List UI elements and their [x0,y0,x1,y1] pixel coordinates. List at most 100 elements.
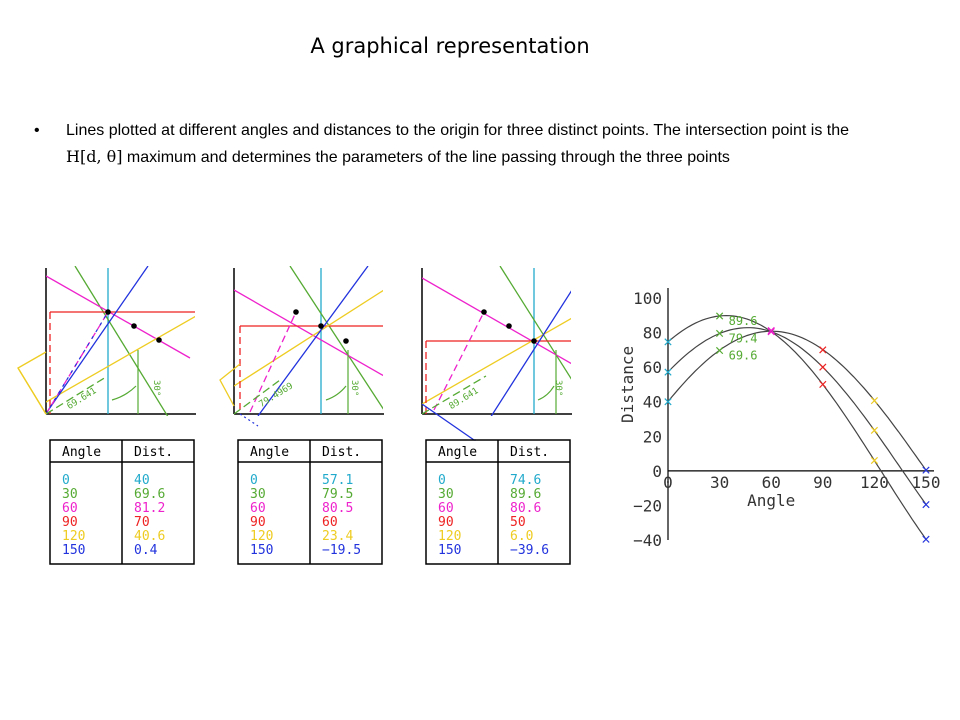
data-point-marker [819,346,827,354]
cell-dist: 80.5 [322,501,353,516]
sinusoid-curve [667,330,927,471]
y-tick-label: −20 [633,496,662,515]
line-angle-60 [422,277,571,365]
x-tick-label: 30 [710,473,729,492]
cell-dist: 40 [134,473,150,488]
line-angle-30 [74,266,169,416]
angle-distance-tables: Angle Dist. 0 40 30 69.6 60 81.2 90 70 120 40.6 150 0… [49,439,571,565]
cell-angle: 120 [438,529,461,544]
cell-angle: 60 [250,501,266,516]
cell-dist: 80.6 [510,501,541,516]
line-angle-30 [289,266,383,410]
cell-angle: 150 [62,543,85,558]
x-tick-label: 60 [762,473,781,492]
x-tick-label: 0 [663,473,673,492]
y-tick-label: 40 [643,393,662,412]
data-point-marker [715,329,724,338]
yellow-box [17,351,47,415]
bullet-item: • Lines plotted at different angles and … [34,118,914,171]
angle-lines [234,266,383,416]
line-angle-30 [499,266,571,380]
y-tick-label: −40 [633,531,662,550]
angle-arc [111,385,137,401]
distance-arrow [234,379,281,415]
hough-diagram-3: 89.641 30° [421,266,572,441]
header-dist: Dist. [510,445,549,460]
point [506,323,512,329]
dashed-magenta-guide [249,311,297,413]
cell-angle: 0 [250,473,258,488]
angle-dist-table: Angle Dist. 0 74.6 30 89.6 60 80.6 90 50 120 6.0 150… [425,439,571,565]
line-angle-150 [46,266,149,413]
cell-angle: 120 [250,529,273,544]
angle-arc [537,385,555,401]
cell-dist: 60 [322,515,338,530]
point [481,309,487,315]
cell-angle: 150 [438,543,461,558]
angle-lines [46,266,195,416]
cell-angle: 30 [438,487,454,502]
line-angle-120 [46,315,195,403]
line-angle-120 [234,289,383,387]
y-tick-label: 20 [643,427,662,446]
cell-dist: 89.6 [510,487,541,502]
cell-angle: 90 [62,515,78,530]
angle-label: 30° [553,380,563,396]
cell-dist: −39.6 [510,543,549,558]
data-point-marker [715,346,724,355]
cell-angle: 60 [62,501,78,516]
cell-dist: 79.5 [322,487,353,502]
distance-label: 79.4969 [258,381,295,410]
point [293,309,299,315]
cell-angle: 0 [62,473,70,488]
angle-label: 30° [349,380,359,396]
data-point-marker [715,312,724,320]
cell-dist: 23.4 [322,529,353,544]
cell-angle: 30 [250,487,266,502]
cell-dist: 74.6 [510,473,541,488]
cell-angle: 30 [62,487,78,502]
cell-dist: 50 [510,515,526,530]
x-tick-label: 120 [860,473,889,492]
data-point-marker [819,380,827,389]
hough-symbol: H[d, θ] [66,147,123,166]
slide-title: A graphical representation [310,34,590,58]
data-point-marker [664,368,672,376]
data-point-marker [767,326,775,335]
data-point-marker [819,363,827,371]
cell-angle: 150 [250,543,273,558]
data-point-marker [870,456,879,465]
bullet-dot-icon: • [34,122,40,139]
header-dist: Dist. [322,445,361,460]
cell-dist: −19.5 [322,543,361,558]
header-angle: Angle [438,445,477,460]
header-angle: Angle [250,445,289,460]
line-angle-150 [490,290,571,416]
header-angle: Angle [62,445,101,460]
cell-dist: 57.1 [322,473,353,488]
peak-annotation: 79.4 [729,331,758,345]
distance-arrow [422,375,487,415]
cell-angle: 90 [250,515,266,530]
data-point-marker [664,398,672,406]
cell-dist: 70 [134,515,150,530]
dashed-magenta-guide [433,311,485,411]
cell-angle: 0 [438,473,446,488]
y-tick-label: 0 [652,462,662,481]
point [318,323,324,329]
dashed-magenta-guide [46,311,109,415]
bullet-text: Lines plotted at different angles and di… [66,118,876,171]
x-axis-label: Angle [747,491,795,510]
x-tick-label: 90 [813,473,832,492]
bullet-text-start: Lines plotted at different angles and di… [66,122,849,139]
data-point-marker [664,338,672,346]
peak-annotation: 89.6 [729,314,758,328]
cell-dist: 6.0 [510,529,533,544]
cell-dist: 40.6 [134,529,165,544]
line-angle-60 [234,289,383,377]
distance-label: 89.641 [448,386,481,412]
header-dist: Dist. [134,445,173,460]
